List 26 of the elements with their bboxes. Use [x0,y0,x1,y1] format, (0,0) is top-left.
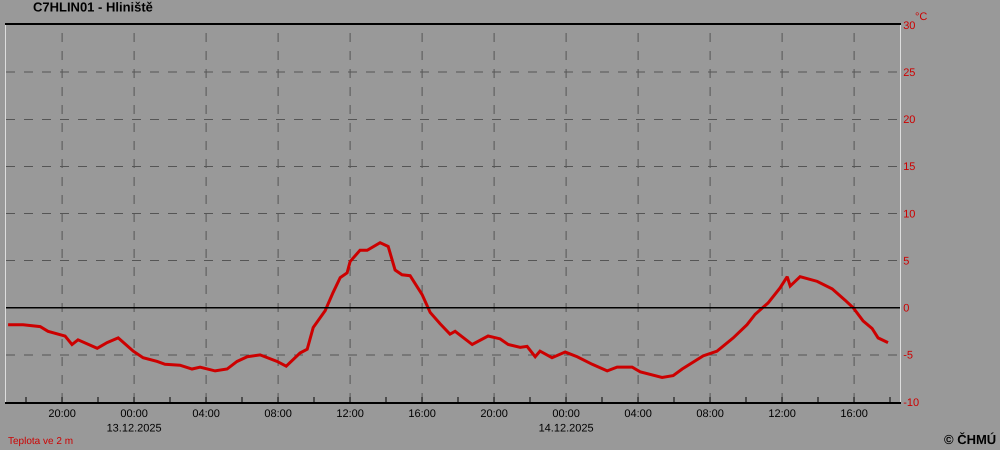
x-tick-label: 20:00 [480,408,508,420]
y-tick-label: -5 [903,350,913,362]
y-tick-label: 25 [903,66,916,79]
x-tick-label: 12:00 [768,408,796,420]
line-series [6,241,890,379]
x-tick-label: 12:00 [336,408,364,420]
y-tick-label: 10 [903,208,916,220]
x-tick-label: 04:00 [624,408,652,420]
y-tick-label: 20 [903,114,916,126]
text: © ČHMÚ [944,432,996,447]
chart-title: C7HLIN01 - Hliniště [33,0,153,14]
y-tick-label: 0 [903,302,910,315]
x-tick-label: 20:00 [48,408,76,420]
x-tick-label: 00:00 13.12.2025 [106,408,162,434]
x-tick-label: 08:00 [696,408,724,420]
text: Teplota ve 2 m [8,436,74,447]
y-tick-label: -10 [903,396,920,409]
x-tick-label: 16:00 [840,408,868,420]
y-axis-title: °C [915,11,928,23]
x-tick-label: 16:00 [408,408,436,420]
x-tick-label: 04:00 [192,408,220,420]
x-tick-label: 00:00 14.12.2025 [538,408,594,434]
y-tick-label: 5 [903,255,910,268]
x-tick-label: 08:00 [264,408,292,420]
y-tick-label: 30 [903,20,916,32]
y-tick-label: 15 [903,161,916,174]
